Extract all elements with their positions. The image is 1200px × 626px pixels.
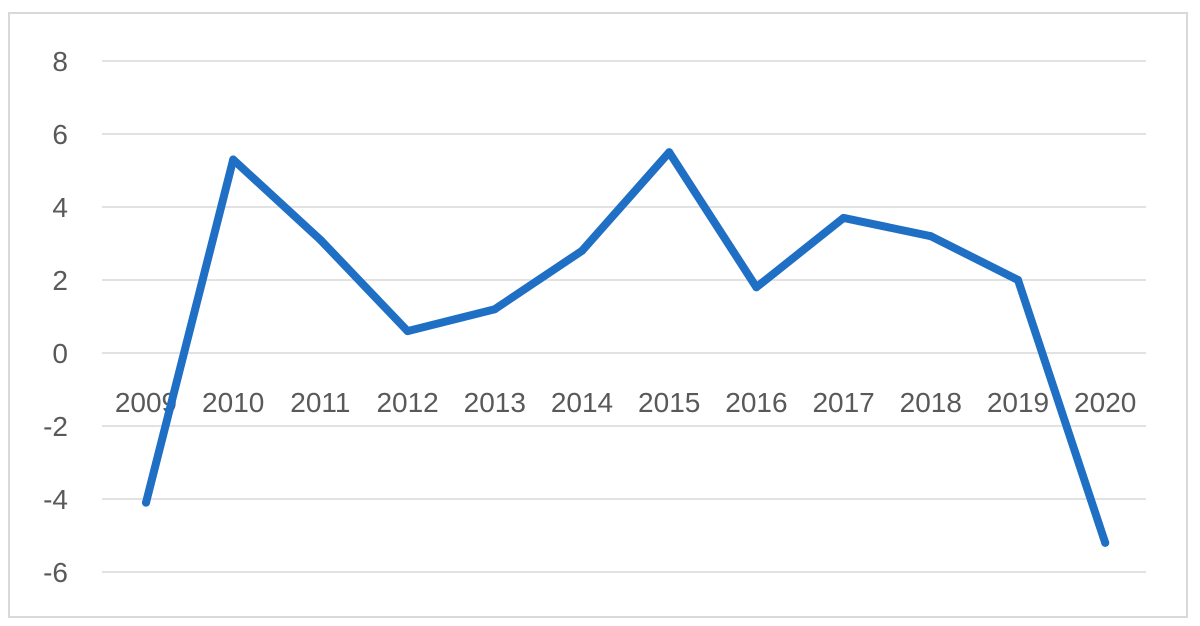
x-tick-label: 2012 [376, 387, 438, 418]
data-point-2019 [1014, 276, 1022, 284]
data-point-2010 [229, 155, 238, 164]
y-tick-label: 2 [52, 265, 68, 296]
chart-frame [8, 12, 1188, 618]
x-tick-label: 2020 [1074, 387, 1136, 418]
x-tick-label: 2011 [290, 387, 350, 418]
data-point-2020 [1101, 538, 1110, 547]
x-tick-label: 2018 [900, 387, 962, 418]
y-tick-label: 4 [52, 192, 68, 223]
series-layer [142, 148, 1110, 547]
data-point-2018 [926, 232, 935, 241]
x-tick-label: 2013 [464, 387, 526, 418]
gridlines [102, 60, 1146, 573]
data-point-2014 [578, 246, 586, 255]
y-tick-label: 6 [52, 119, 68, 150]
y-tick-label: -4 [43, 484, 68, 515]
y-tick-label: -2 [43, 411, 68, 442]
x-axis-tick-labels: 2009 2010 2011 2012 2013 2014 2015 2016 2017 2018… [115, 387, 1136, 418]
data-point-2009 [142, 498, 150, 507]
y-tick-label: 8 [52, 46, 68, 77]
series-line-0 [142, 148, 1110, 547]
data-point-2011 [316, 235, 325, 244]
y-tick-label: 0 [52, 338, 68, 369]
x-tick-label: 2014 [551, 387, 613, 418]
data-point-2017 [839, 213, 848, 222]
data-point-2016 [752, 283, 761, 292]
data-point-2015 [665, 148, 674, 157]
x-tick-label: 2017 [812, 387, 874, 418]
x-tick-label: 2010 [202, 387, 264, 418]
x-tick-label: 2016 [725, 387, 787, 418]
x-tick-label: 2015 [638, 387, 700, 418]
x-tick-label: 2019 [987, 387, 1049, 418]
data-point-2013 [490, 305, 499, 314]
y-tick-label: -6 [43, 557, 68, 588]
data-point-2012 [403, 327, 412, 336]
y-axis-tick-labels: 8 6 4 2 0 -2 -4 -6 [43, 46, 68, 588]
